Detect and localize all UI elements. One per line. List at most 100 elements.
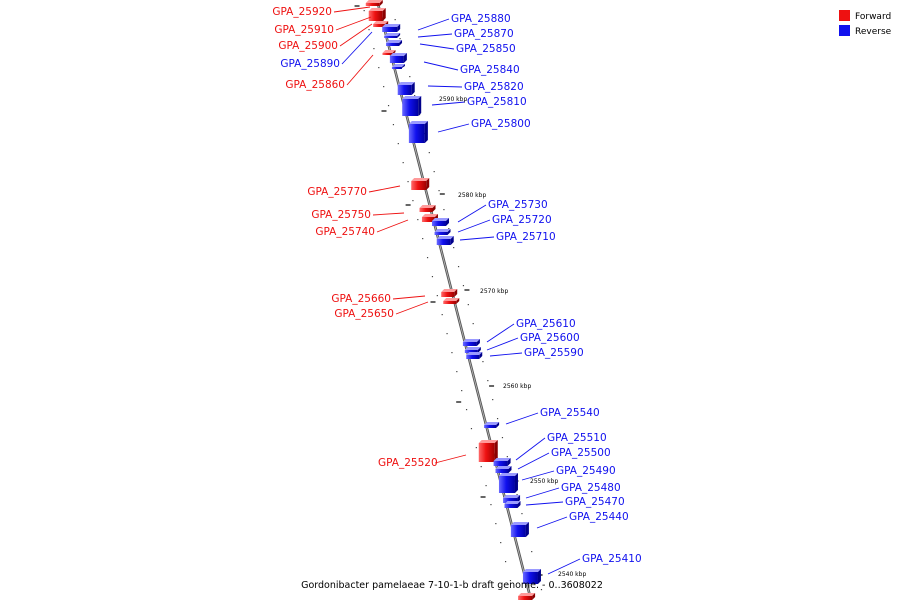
reverse-gene <box>462 342 477 346</box>
reverse-leader-line <box>417 33 453 38</box>
forward-leader-line <box>395 301 429 315</box>
reverse-gene-side <box>496 422 500 428</box>
reverse-gene-top <box>464 347 481 350</box>
minor-tick-dot <box>462 285 465 287</box>
reverse-gene <box>384 36 398 38</box>
forward-gene <box>373 24 386 27</box>
reverse-gene <box>504 504 518 508</box>
reverse-gene <box>436 239 451 245</box>
gene-label-reverse[interactable]: GPA_25800 <box>471 118 531 130</box>
forward-gene-top <box>365 0 383 3</box>
legend-swatch-forward <box>839 10 850 21</box>
reverse-leader-line <box>457 204 487 223</box>
gene-label-reverse[interactable]: GPA_25720 <box>492 214 552 226</box>
minor-tick-dot <box>373 48 375 50</box>
reverse-gene <box>493 461 508 466</box>
minor-tick-dot <box>495 523 497 525</box>
minor-tick-dot <box>399 38 401 40</box>
reverse-gene-top <box>510 522 529 525</box>
reverse-gene-side <box>477 347 481 353</box>
forward-gene-top <box>411 178 430 181</box>
minor-tick-dot <box>461 390 463 392</box>
gene-label-forward[interactable]: GPA_25770 <box>307 186 367 198</box>
gene-label-reverse[interactable]: GPA_25490 <box>556 465 616 477</box>
reverse-gene <box>495 469 509 473</box>
gene-label-reverse[interactable]: GPA_25510 <box>547 432 607 444</box>
forward-gene-top <box>478 440 498 443</box>
gene-label-reverse[interactable]: GPA_25600 <box>520 332 580 344</box>
reverse-gene <box>498 476 515 493</box>
legend-swatch-reverse <box>839 25 850 36</box>
reverse-gene-top <box>522 569 541 572</box>
gene-label-reverse[interactable]: GPA_25810 <box>467 96 527 108</box>
forward-gene-top <box>368 8 386 11</box>
forward-gene <box>478 443 495 462</box>
gene-label-forward[interactable]: GPA_25900 <box>278 40 338 52</box>
gene-label-reverse[interactable]: GPA_25470 <box>565 496 625 508</box>
gene-label-reverse[interactable]: GPA_25500 <box>551 447 611 459</box>
reverse-gene-side <box>479 352 483 359</box>
forward-leader-line <box>368 185 401 193</box>
gene-label-reverse[interactable]: GPA_25870 <box>454 28 514 40</box>
gene-label-reverse[interactable]: GPA_25480 <box>561 482 621 494</box>
minor-tick-dot <box>397 143 399 145</box>
reverse-leader-line <box>417 18 450 31</box>
reverse-leader-line <box>423 61 459 71</box>
reverse-leader-line <box>547 558 581 575</box>
gene-label-reverse[interactable]: GPA_25610 <box>516 318 576 330</box>
minor-tick-dot <box>428 152 430 154</box>
minor-tick-dot <box>448 228 450 230</box>
forward-gene <box>368 11 383 21</box>
reverse-gene <box>466 355 480 359</box>
gene-label-reverse[interactable]: GPA_25540 <box>540 407 600 419</box>
minor-tick-dot <box>392 124 395 126</box>
gene-label-reverse[interactable]: GPA_25850 <box>456 43 516 55</box>
gene-label-forward[interactable]: GPA_25910 <box>274 24 334 36</box>
reverse-gene-side <box>397 33 401 38</box>
minor-tick-dot <box>368 29 370 31</box>
tick-label: 2540 kbp <box>558 571 586 578</box>
reverse-gene-top <box>503 495 521 498</box>
gene-label-reverse[interactable]: GPA_25710 <box>496 231 556 243</box>
gene-label-reverse[interactable]: GPA_25840 <box>460 64 520 76</box>
forward-leader-line <box>335 16 372 31</box>
gene-label-forward[interactable]: GPA_25660 <box>331 293 391 305</box>
gene-label-reverse[interactable]: GPA_25410 <box>582 553 642 565</box>
forward-gene-top <box>421 214 438 217</box>
reverse-gene-top <box>462 339 480 342</box>
forward-leader-line <box>392 295 426 300</box>
forward-gene <box>411 181 427 190</box>
minor-tick-dot <box>426 257 429 259</box>
gene-label-forward[interactable]: GPA_25740 <box>315 226 375 238</box>
gene-label-forward[interactable]: GPA_25650 <box>334 308 394 320</box>
genome-caption: Gordonibacter pamelaeae 7-10-1-b draft g… <box>301 580 603 591</box>
gene-label-reverse[interactable]: GPA_25890 <box>280 58 340 70</box>
gene-label-reverse[interactable]: GPA_25440 <box>569 511 629 523</box>
reverse-gene <box>389 56 404 63</box>
gene-label-reverse[interactable]: GPA_25730 <box>488 199 548 211</box>
gene-label-forward[interactable]: GPA_25920 <box>272 6 332 18</box>
reverse-gene <box>464 350 478 353</box>
gene-label-reverse[interactable]: GPA_25880 <box>451 13 511 25</box>
reverse-gene-top <box>484 422 500 425</box>
reverse-gene-top <box>431 218 449 221</box>
gene-label-forward[interactable]: GPA_25860 <box>285 79 345 91</box>
forward-gene-top <box>419 205 436 208</box>
gene-label-forward[interactable]: GPA_25520 <box>378 457 438 469</box>
reverse-leader-line <box>536 516 568 529</box>
minor-tick-dot <box>394 19 396 21</box>
forward-leader-line <box>372 212 405 216</box>
reverse-gene-side <box>508 466 512 473</box>
forward-gene <box>365 3 380 6</box>
gene-label-reverse[interactable]: GPA_25820 <box>464 81 524 93</box>
legend-label-reverse: Reverse <box>855 27 892 37</box>
forward-leader-line <box>333 6 371 13</box>
reverse-gene-top <box>408 121 428 124</box>
gene-label-reverse[interactable]: GPA_25590 <box>524 347 584 359</box>
leader-lines <box>333 6 581 575</box>
minor-tick-dot <box>465 409 468 411</box>
reverse-gene <box>484 425 497 428</box>
tick-label: 2570 kbp <box>480 288 508 295</box>
gene-label-forward[interactable]: GPA_25750 <box>311 209 371 221</box>
